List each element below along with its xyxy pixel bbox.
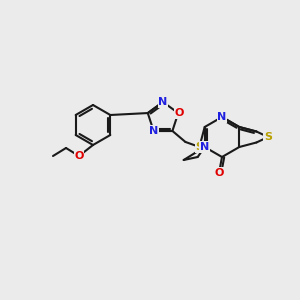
Text: N: N (149, 126, 158, 136)
Text: O: O (175, 108, 184, 118)
Text: O: O (214, 168, 224, 178)
Text: N: N (158, 97, 168, 107)
Text: S: S (195, 142, 203, 152)
Text: O: O (74, 151, 84, 161)
Text: N: N (218, 112, 226, 122)
Text: N: N (200, 142, 209, 152)
Text: S: S (264, 132, 272, 142)
